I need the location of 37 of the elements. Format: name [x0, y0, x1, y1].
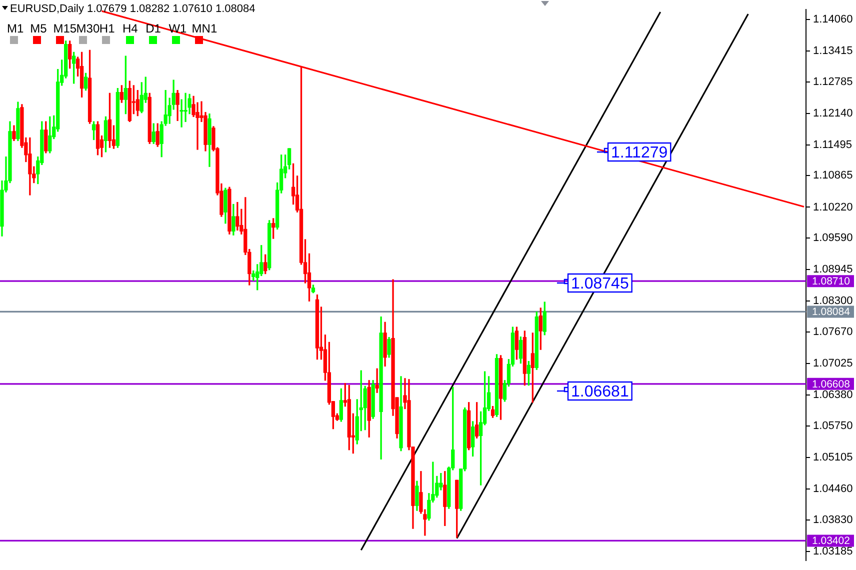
y-tick-label: 1.14060	[813, 13, 853, 26]
y-tick-label: 1.06380	[813, 389, 853, 402]
y-tick-label: 1.05105	[813, 451, 853, 464]
annotation: H1	[99, 21, 116, 36]
y-tick-label: 1.10865	[813, 170, 853, 182]
annotation: M5	[30, 21, 48, 36]
y-tick-label: 1.04460	[813, 483, 853, 496]
annotation: MN1	[192, 21, 218, 36]
y-tick-label: 1.13415	[813, 44, 853, 57]
y-tick-label: 1.09590	[813, 232, 853, 244]
annotation: 1.11279	[611, 144, 668, 162]
ref-line-label: 1.06608	[812, 378, 850, 390]
annotation: H4	[122, 21, 138, 36]
y-tick-label: 1.07670	[813, 326, 853, 338]
ref-line-label: 1.08084	[812, 306, 850, 318]
annotation: 1.06681	[571, 383, 629, 400]
y-tick-label: 1.11495	[813, 138, 852, 151]
y-tick-label: 1.05750	[813, 420, 853, 432]
ref-line-label: 1.03402	[812, 535, 850, 548]
annotation: M30	[76, 21, 100, 36]
annotation: M15	[53, 21, 77, 36]
y-tick-label: 1.08945	[813, 264, 853, 276]
annotation: W1	[168, 21, 188, 36]
annotation: 1.08745	[571, 275, 629, 292]
y-tick-label: 1.08300	[813, 295, 853, 308]
y-tick-label: 1.07025	[813, 358, 853, 370]
annotation: M1	[7, 21, 24, 36]
candlestick	[184, 92, 188, 122]
candlestick	[375, 368, 379, 393]
y-tick-label: 1.03185	[813, 545, 853, 558]
chart-title: EURUSD,Daily 1.07679 1.08282 1.07610 1.08084	[10, 3, 256, 16]
y-tick-label: 1.10220	[813, 201, 853, 214]
candlestick	[180, 99, 184, 128]
y-tick-label: 1.12140	[813, 107, 853, 120]
y-tick-label: 1.12785	[813, 76, 853, 88]
ref-line-label: 1.08710	[812, 275, 850, 288]
y-tick-label: 1.03830	[813, 514, 853, 526]
